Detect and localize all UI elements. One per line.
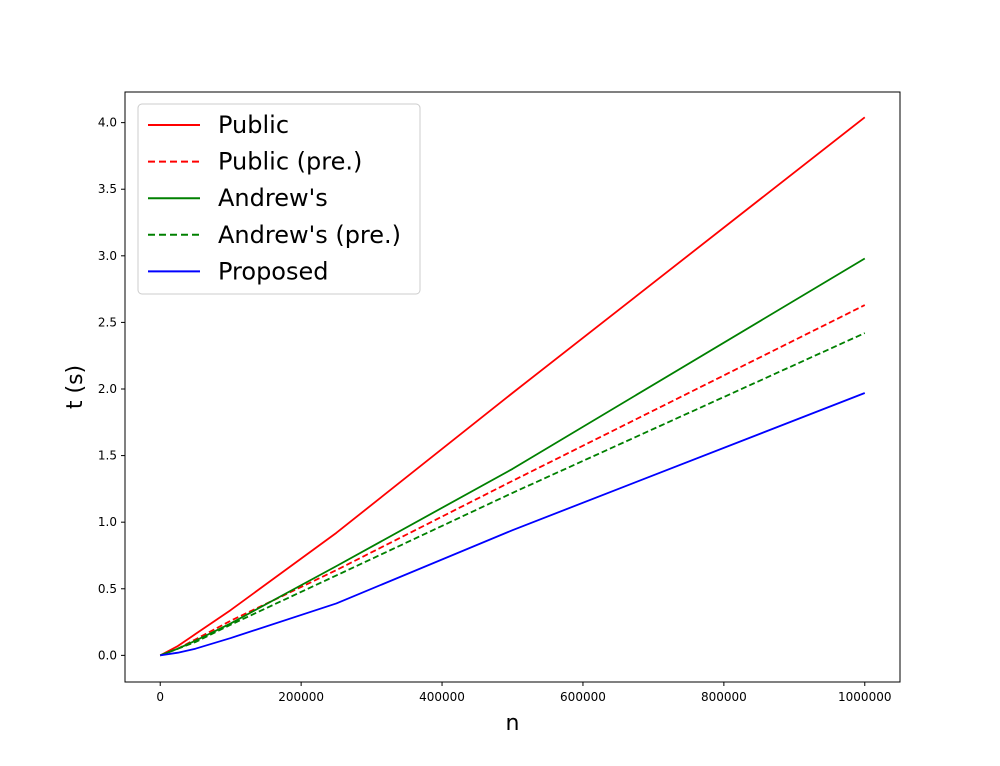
y-tick-label: 3.0 bbox=[98, 249, 117, 263]
plot-frame bbox=[124, 91, 901, 683]
series-line-0 bbox=[159, 116, 866, 657]
x-tick-label: 600000 bbox=[560, 690, 606, 704]
series-line-3 bbox=[159, 332, 866, 657]
legend: Public Public (pre.) Andrew's Andrew's (pre… bbox=[137, 103, 421, 295]
y-axis-ticks: 0.0 0.5 1.0 1.5 2.0 2.5 3.0 3.5 4.0 bbox=[98, 116, 125, 662]
y-tick-label: 4.0 bbox=[98, 116, 117, 130]
y-tick-label: 1.0 bbox=[98, 515, 117, 529]
legend-entry-label: Andrew's bbox=[218, 184, 328, 212]
legend-entry-label: Andrew's (pre.) bbox=[218, 221, 401, 249]
y-tick-label: 1.5 bbox=[98, 449, 117, 463]
x-tick-label: 800000 bbox=[701, 690, 747, 704]
x-tick-label: 1000000 bbox=[838, 690, 891, 704]
legend-box bbox=[137, 103, 421, 295]
x-axis-label: n bbox=[506, 711, 520, 736]
y-tick-label: 0.5 bbox=[98, 582, 117, 596]
x-tick-label: 400000 bbox=[419, 690, 465, 704]
legend-entry-label: Proposed bbox=[218, 257, 329, 285]
x-axis-ticks: 0 200000 400000 600000 800000 1000000 bbox=[156, 682, 891, 704]
legend-entry-label: Public (pre.) bbox=[218, 148, 362, 176]
legend-entry-label: Public bbox=[218, 111, 289, 139]
y-axis-label: t (s) bbox=[63, 365, 88, 409]
x-tick-label: 200000 bbox=[278, 690, 324, 704]
y-tick-label: 0.0 bbox=[98, 648, 117, 662]
x-tick-label: 0 bbox=[156, 690, 164, 704]
y-tick-label: 2.5 bbox=[98, 315, 117, 329]
series-layer bbox=[159, 116, 866, 657]
y-tick-label: 2.0 bbox=[98, 382, 117, 396]
series-line-4 bbox=[160, 392, 866, 657]
y-tick-label: 3.5 bbox=[98, 182, 117, 196]
